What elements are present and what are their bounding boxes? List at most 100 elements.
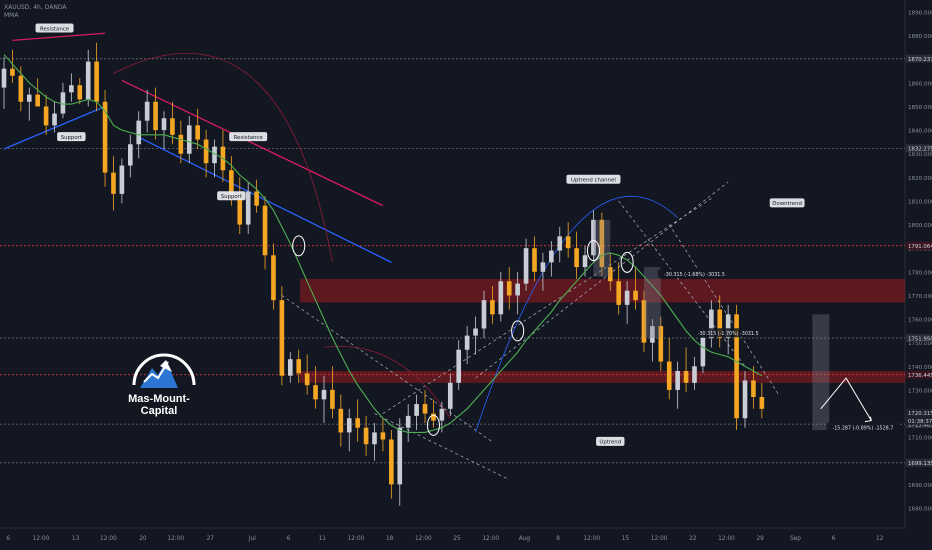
candle-body xyxy=(498,281,504,315)
level-tag-label: 1832.275 xyxy=(908,147,932,153)
highlight-circle xyxy=(586,240,600,262)
x-tick-label: 20 xyxy=(139,536,147,542)
candle-body xyxy=(69,85,74,93)
annotation-label: Resistance xyxy=(234,135,264,141)
x-tick-label: 15 xyxy=(622,536,630,542)
x-tick-label: 12:00 xyxy=(100,536,117,542)
x-tick-label: 18 xyxy=(386,536,394,542)
candle-body xyxy=(77,85,83,100)
arc-curve xyxy=(323,346,451,419)
moving-average-line xyxy=(3,54,763,433)
candle-body xyxy=(363,427,369,445)
candle-body xyxy=(473,328,478,336)
candle-body xyxy=(338,408,344,433)
annotation-label: Support xyxy=(61,135,82,141)
highlight-circle xyxy=(511,320,525,342)
x-tick-label: 12:00 xyxy=(718,536,735,542)
candle-body xyxy=(742,380,748,419)
channel-line xyxy=(668,224,779,395)
candle-body xyxy=(178,134,184,154)
candle-body xyxy=(60,92,66,114)
annotation-label: Uptrend channel xyxy=(571,177,616,183)
candle-body xyxy=(725,314,731,338)
level-tag-label: 1715.485 xyxy=(908,422,932,428)
measure-box xyxy=(643,267,661,338)
annotation-box xyxy=(35,23,74,33)
channel-line xyxy=(475,181,729,379)
channel-line xyxy=(374,413,510,480)
x-tick-label: Sep xyxy=(790,536,801,542)
candle-body xyxy=(599,219,605,268)
candle-body xyxy=(279,300,285,376)
candle-body xyxy=(170,118,175,135)
x-tick-label: 12:00 xyxy=(583,536,600,542)
candle-body xyxy=(759,396,765,409)
level-tag xyxy=(906,144,932,153)
candle-body xyxy=(195,125,200,140)
y-tick-label: 1860.000 xyxy=(908,81,932,87)
candle-body xyxy=(557,236,563,251)
candle-body xyxy=(700,337,706,367)
supply-demand-zone xyxy=(300,278,905,303)
annotation-box xyxy=(657,269,732,279)
candle-body xyxy=(650,326,655,343)
x-tick-label: 13 xyxy=(72,536,80,542)
price-tag-label: 01:38:37 xyxy=(908,419,932,425)
x-tick-label: 25 xyxy=(453,536,461,542)
annotation-box xyxy=(217,191,246,201)
candle-body xyxy=(102,101,108,173)
resistance-trendline xyxy=(12,32,106,41)
candle-body xyxy=(153,101,158,131)
projection-arrow xyxy=(820,377,872,421)
y-tick-label: 1770.000 xyxy=(908,294,932,300)
level-tag-label: 1751.950 xyxy=(908,336,932,342)
candle-body xyxy=(372,432,377,445)
candle-body xyxy=(271,255,276,301)
arc-curve xyxy=(475,195,678,433)
candle-body xyxy=(675,371,680,390)
x-tick-label: 11 xyxy=(319,536,327,542)
candle-body xyxy=(229,170,234,197)
x-tick-label: 6 xyxy=(287,536,291,542)
x-tick-label: 8 xyxy=(556,536,560,542)
candle-body xyxy=(18,75,24,102)
candle-body xyxy=(85,61,91,100)
candle-body xyxy=(464,335,470,350)
candle-body xyxy=(262,205,268,256)
candle-body xyxy=(490,300,495,315)
candle-body xyxy=(616,281,622,305)
candle-body xyxy=(355,418,360,428)
candle-body xyxy=(717,309,723,338)
level-tag xyxy=(906,54,932,63)
annotation-label: Support xyxy=(221,194,242,200)
candle-body xyxy=(26,94,32,102)
candle-body xyxy=(523,248,529,284)
x-tick-label: 12:00 xyxy=(415,536,432,542)
candle-body xyxy=(111,172,116,194)
annotation-label: -30.315 (-1.70%) -3031.5 xyxy=(698,331,759,337)
price-tag xyxy=(906,408,932,417)
candle-body xyxy=(287,359,293,376)
candle-body xyxy=(692,366,697,383)
channel-line xyxy=(281,295,493,443)
candle-body xyxy=(237,196,243,225)
candle-body xyxy=(456,349,462,383)
brand-name: Mas-Mount-Capital xyxy=(128,393,190,417)
candle-body xyxy=(734,314,739,419)
candle-body xyxy=(506,281,512,296)
candle-body xyxy=(515,283,520,296)
price-tag xyxy=(906,416,932,425)
price-axis xyxy=(905,0,932,550)
annotation-box xyxy=(229,132,268,142)
candle-body xyxy=(10,68,15,76)
highlight-circle xyxy=(426,414,440,436)
candle-body xyxy=(431,413,436,421)
x-tick-label: 12:00 xyxy=(651,536,668,542)
x-tick-label: 22 xyxy=(689,536,697,542)
measure-box xyxy=(593,219,611,277)
x-tick-label: 29 xyxy=(756,536,764,542)
annotation-box xyxy=(57,132,86,142)
annotation-box xyxy=(596,436,625,446)
